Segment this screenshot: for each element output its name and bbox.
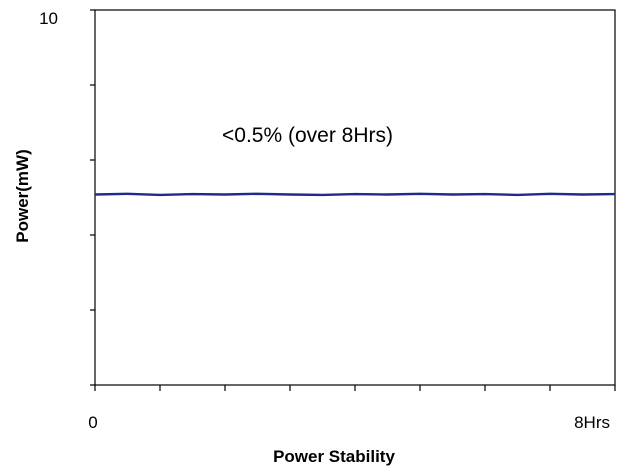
series-layer xyxy=(94,192,616,197)
x-tick-label-start: 0 xyxy=(88,413,97,432)
x-axis-title: Power Stability xyxy=(273,447,395,466)
x-tick-label-end: 8Hrs xyxy=(574,413,610,432)
series-line-0 xyxy=(94,192,616,197)
plot-frame xyxy=(94,9,616,386)
plot-border xyxy=(94,9,616,386)
stability-annotation: <0.5% (over 8Hrs) xyxy=(222,124,393,147)
y-axis-title: Power(mW) xyxy=(13,149,32,243)
y-tick-label-max: 10 xyxy=(39,9,58,28)
axis-ticks xyxy=(90,9,616,391)
